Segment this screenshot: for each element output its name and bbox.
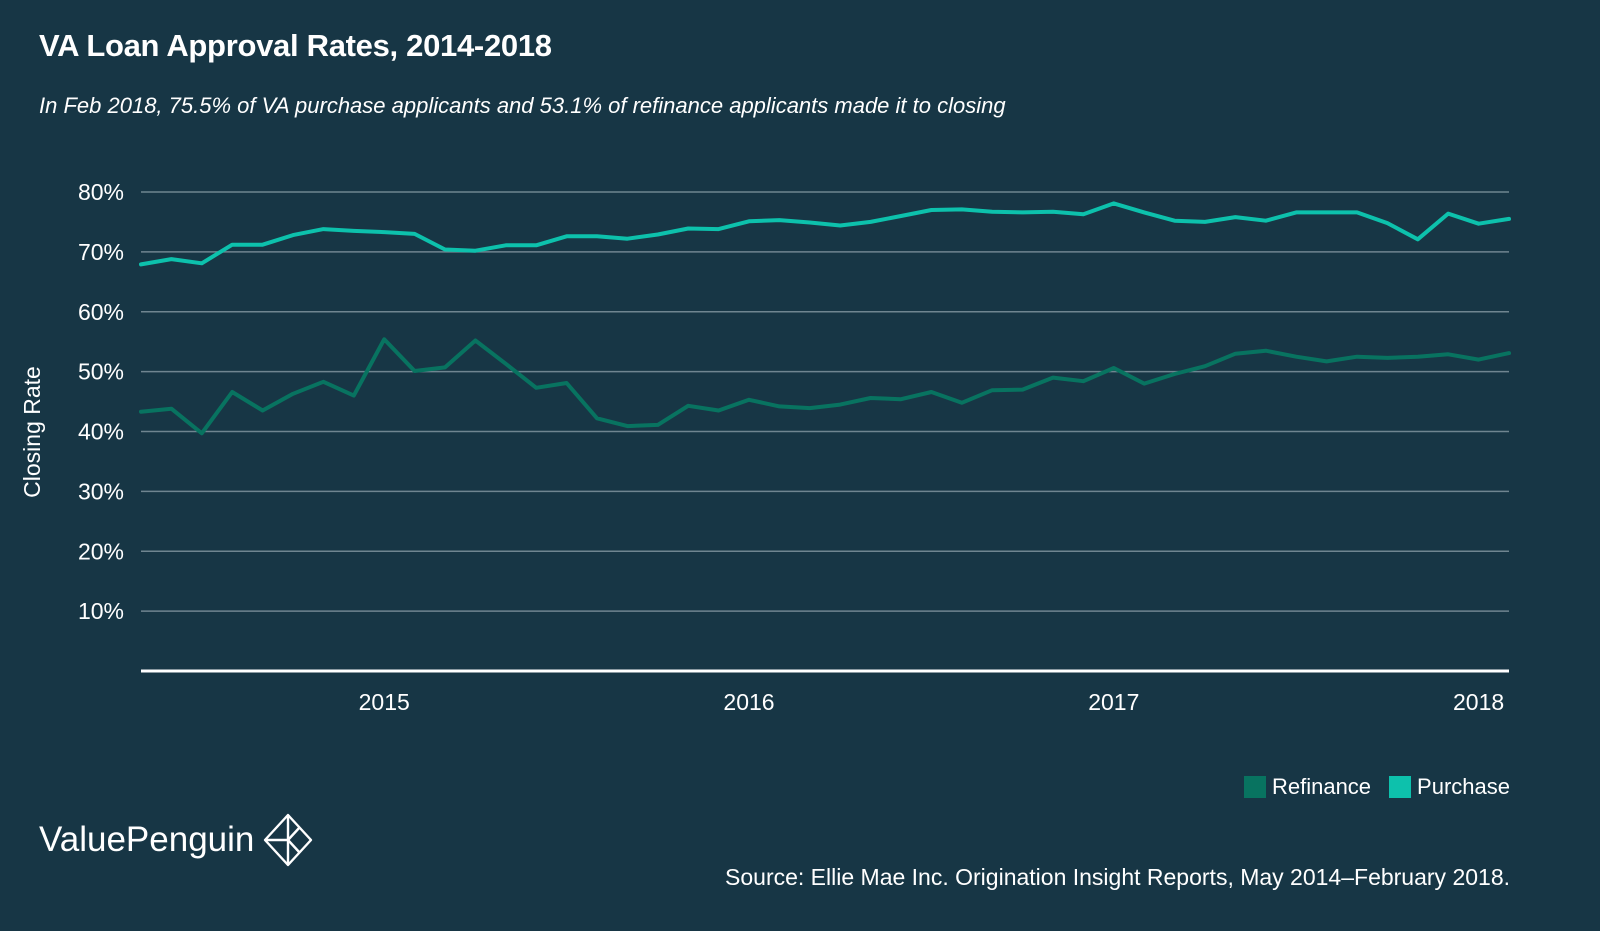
y-tick-label: 50% bbox=[78, 359, 124, 385]
legend-label-purchase: Purchase bbox=[1417, 774, 1510, 799]
brand-logo: ValuePenguin bbox=[39, 812, 314, 868]
x-tick-label: 2017 bbox=[1088, 689, 1139, 715]
brand-wordmark: ValuePenguin bbox=[39, 820, 255, 859]
y-tick-label: 40% bbox=[78, 419, 124, 445]
diamond-logo-icon bbox=[264, 813, 313, 867]
chart-subtitle: In Feb 2018, 75.5% of VA purchase applic… bbox=[39, 93, 1006, 118]
legend: Refinance Purchase bbox=[1243, 774, 1510, 800]
legend-item-refinance: Refinance bbox=[1243, 774, 1372, 800]
y-tick-label: 70% bbox=[78, 239, 124, 265]
y-tick-label: 20% bbox=[78, 538, 124, 564]
legend-item-purchase: Purchase bbox=[1389, 774, 1510, 800]
gridlines bbox=[141, 191, 1509, 673]
y-tick-label: 10% bbox=[78, 598, 124, 624]
purchase-swatch bbox=[1389, 776, 1412, 798]
y-tick-labels: 10% 20% 30% 40% 50% 60% 70% 80% bbox=[78, 179, 124, 624]
x-tick-label: 2018 bbox=[1453, 689, 1504, 715]
x-tick-labels: 2015 2016 2017 2018 bbox=[359, 689, 1505, 715]
y-tick-label: 80% bbox=[78, 179, 124, 205]
x-tick-label: 2016 bbox=[723, 689, 774, 715]
legend-label-refinance: Refinance bbox=[1271, 774, 1372, 799]
series-lines bbox=[139, 201, 1511, 436]
y-tick-label: 30% bbox=[78, 478, 124, 504]
series-line-purchase bbox=[139, 201, 1511, 267]
series-line-refinance bbox=[139, 337, 1511, 436]
chart-title: VA Loan Approval Rates, 2014-2018 bbox=[39, 28, 552, 63]
y-axis-label: Closing Rate bbox=[19, 366, 45, 498]
refinance-swatch bbox=[1243, 776, 1266, 798]
x-tick-label: 2015 bbox=[359, 689, 410, 715]
y-tick-label: 60% bbox=[78, 299, 124, 325]
source-note: Source: Ellie Mae Inc. Origination Insig… bbox=[725, 864, 1510, 890]
